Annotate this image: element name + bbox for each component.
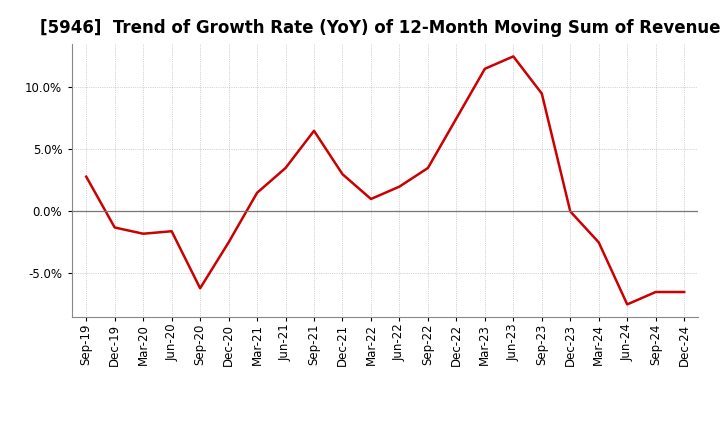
Title: [5946]  Trend of Growth Rate (YoY) of 12-Month Moving Sum of Revenues: [5946] Trend of Growth Rate (YoY) of 12-…: [40, 19, 720, 37]
